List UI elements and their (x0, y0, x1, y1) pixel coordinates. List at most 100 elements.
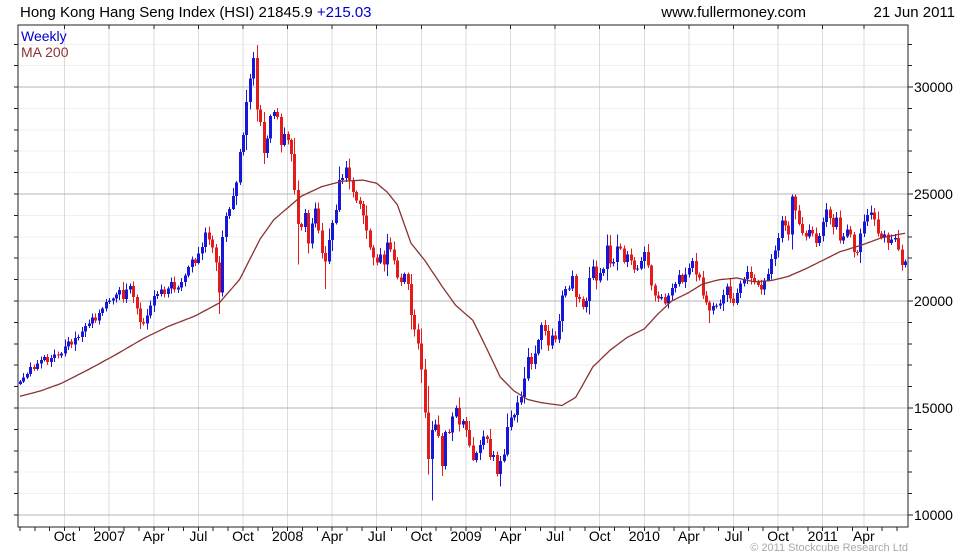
candle-body (626, 254, 629, 263)
candle-body (348, 167, 351, 181)
candle-body (777, 238, 780, 251)
candle-body (499, 460, 502, 474)
x-tick-label: Oct (589, 528, 611, 544)
candle-body (427, 412, 430, 459)
price-change: +215.03 (316, 4, 372, 21)
candle-body (763, 280, 766, 290)
candle-body (191, 259, 194, 268)
x-tick-label: Jul (189, 528, 207, 544)
candle-body (760, 285, 763, 290)
candle-body (808, 229, 811, 237)
candle-body (544, 324, 547, 331)
candle-body (599, 273, 602, 281)
candle-body (29, 366, 32, 374)
candle-body (825, 209, 828, 223)
candle-body (232, 196, 235, 209)
candle-body (441, 435, 444, 466)
candle-body (492, 454, 495, 458)
candle-body (338, 180, 341, 211)
candle-body (674, 284, 677, 288)
candle-body (444, 431, 447, 466)
candle-body (256, 58, 259, 110)
candle-body (623, 248, 626, 263)
x-tick-label: 2007 (94, 528, 125, 544)
candle-body (84, 325, 87, 332)
candle-body (482, 436, 485, 445)
candle-body (146, 315, 149, 324)
candle-body (379, 254, 382, 263)
candle-body (691, 261, 694, 269)
candle-body (67, 341, 70, 347)
candle-body (239, 151, 242, 183)
candle-body (228, 208, 231, 216)
candle-body (726, 286, 729, 295)
candle-body (235, 182, 238, 197)
candle-body (108, 300, 111, 302)
candle-body (664, 296, 667, 304)
candle-body (863, 221, 866, 234)
candle-body (619, 246, 622, 249)
candle-body (616, 246, 619, 262)
chart-title: Hong Kong Hang Seng Index (HSI) 21845.9 … (20, 4, 372, 21)
candle-body (537, 340, 540, 354)
candle-body (695, 261, 698, 275)
candle-body (904, 261, 907, 265)
candle-body (359, 200, 362, 205)
candle-body (156, 294, 159, 297)
candle-body (719, 303, 722, 306)
candle-body (311, 223, 314, 244)
candle-body (136, 297, 139, 309)
x-tick-label: Apr (143, 528, 165, 544)
candle-body (767, 274, 770, 281)
candle-body (413, 314, 416, 330)
candle-body (702, 277, 705, 296)
candle-body (602, 268, 605, 274)
candle-body (335, 210, 338, 223)
candle-body (101, 308, 104, 314)
candle-body (801, 223, 804, 234)
candle-body (520, 396, 523, 403)
candle-body (424, 369, 427, 413)
candle-body (849, 229, 852, 235)
candle-body (249, 78, 252, 103)
candle-body (400, 277, 403, 282)
candle-body (633, 260, 636, 270)
candle-body (894, 237, 897, 240)
candle-body (462, 421, 465, 425)
candle-body (595, 266, 598, 281)
candle-body (352, 180, 355, 192)
candle-body (897, 237, 900, 250)
candle-body (835, 217, 838, 228)
candle-body (33, 366, 36, 370)
candle-body (211, 239, 214, 248)
candle-body (873, 212, 876, 220)
x-tick-label: Apr (321, 528, 343, 544)
candle-body (630, 254, 633, 261)
candle-body (877, 219, 880, 234)
candle-body (805, 233, 808, 237)
candle-body (194, 259, 197, 264)
candle-body (575, 276, 578, 297)
candle-body (468, 430, 471, 446)
x-tick-label: 2011 (808, 528, 838, 544)
candle-body (70, 341, 73, 345)
candle-body (94, 317, 97, 321)
candle-body (420, 343, 423, 370)
candle-body (300, 224, 303, 227)
y-tick-label: 20000 (914, 293, 953, 309)
candle-body (643, 252, 646, 262)
candle-body (842, 236, 845, 241)
candle-body (856, 251, 859, 253)
candle-body (708, 302, 711, 311)
candle-body (901, 249, 904, 265)
candle-body (36, 363, 39, 370)
candle-body (516, 402, 519, 415)
candle-body (22, 377, 25, 382)
candle-body (242, 134, 245, 152)
site-url: www.fullermoney.com (661, 4, 806, 21)
candle-body (218, 262, 221, 293)
candle-body (530, 356, 533, 364)
candle-body (815, 233, 818, 243)
candle-body (558, 321, 561, 340)
candle-body (784, 220, 787, 226)
